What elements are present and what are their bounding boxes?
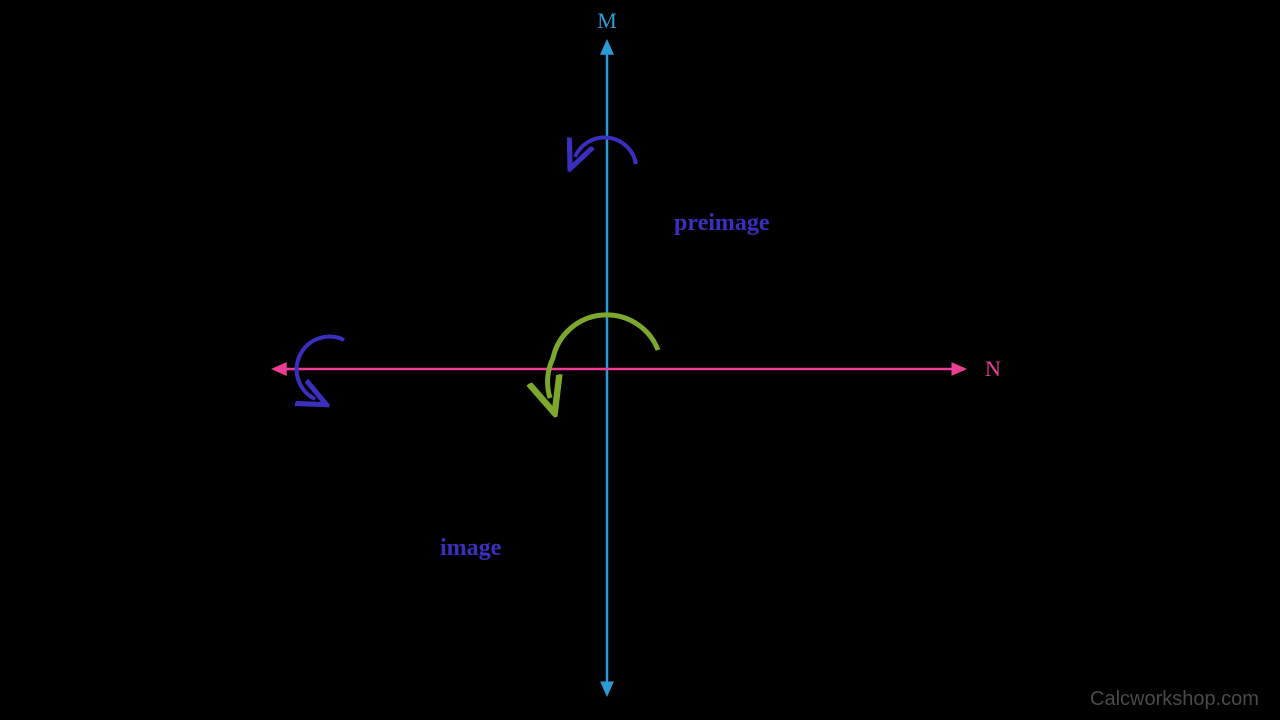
image-label: image <box>440 535 502 561</box>
reflection-diagram: M N preimage image Calcworkshop.com <box>0 0 1280 720</box>
axis-label-m: M <box>597 8 617 33</box>
axis-label-n: N <box>985 356 1001 381</box>
watermark: Calcworkshop.com <box>1090 688 1259 710</box>
preimage-label: preimage <box>674 210 770 236</box>
arc-center <box>548 315 658 398</box>
arc-top <box>575 137 636 164</box>
